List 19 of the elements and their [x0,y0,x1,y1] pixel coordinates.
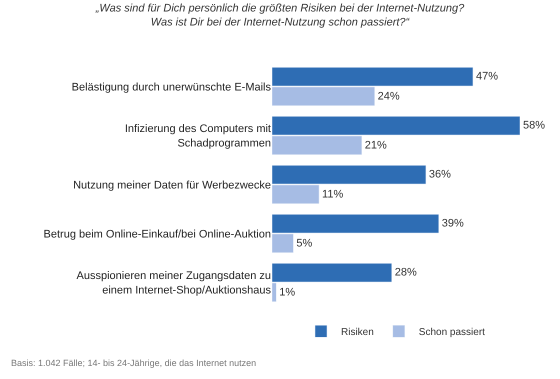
data-label: 1% [279,286,296,298]
data-label: 58% [523,120,546,132]
y-tick-label: Betrug beim Online-Einkauf/bei Online-Auktion [44,228,271,240]
text: Basis: 1.042 Fälle; 14- bis 24-Jährige, die das Internet nutzen [11,358,256,368]
y-tick-label: Infizierung des Computers mit Schadprogrammen [124,123,271,150]
data-label: 24% [378,90,400,102]
y-tick-label: Belästigung durch unerwünschte E-Mails [72,81,272,94]
data-label: 11% [322,188,344,200]
data-label: 5% [296,237,312,250]
data-label: 28% [394,266,417,279]
legend-label: Risiken [341,327,374,338]
data-label: 21% [364,139,388,152]
y-tick-label: Ausspionieren meiner Zugangsdaten zu einem Internet-Shop/Auktionshaus [76,270,272,296]
chart-title: „Was sind für Dich persönlich die größten Risiken bei der Internet-Nutzung? Was ist Dir bei der Internet-Nutzung schon passiert?“ [94,2,466,29]
data-label: 47% [476,70,498,83]
data-label: 36% [428,168,452,181]
data-label: 39% [442,218,464,230]
y-tick-label: Nutzung meiner Daten für Werbezwecke [73,179,271,192]
legend-label: Schon passiert [418,327,486,338]
